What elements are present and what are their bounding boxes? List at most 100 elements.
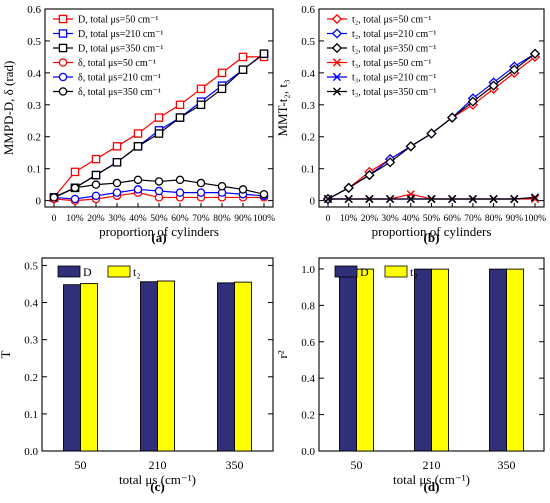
data-point xyxy=(133,175,143,185)
y-tick-label: 0.4 xyxy=(301,373,315,385)
y-tick-label: 0.5 xyxy=(24,260,38,272)
y-tick-label: 0.1 xyxy=(301,164,315,176)
data-point xyxy=(467,96,479,107)
data-point xyxy=(426,128,437,139)
legend-marker xyxy=(332,72,342,82)
y-axis-label: T xyxy=(0,350,13,358)
data-point xyxy=(91,170,101,180)
legend-label: t₃, total μs=350 cm⁻¹ xyxy=(352,87,436,98)
y-tick-label: 0.6 xyxy=(301,4,315,16)
legend-label: t₂ xyxy=(133,265,141,279)
legend-label: D, total μs=210 cm⁻¹ xyxy=(78,29,163,40)
y-tick-label: 0 xyxy=(310,196,316,208)
legend-label: D xyxy=(360,265,369,279)
legend-label: t₂, total μs=210 cm⁻¹ xyxy=(352,29,436,40)
legend-label: D xyxy=(83,265,92,279)
data-point xyxy=(133,129,143,138)
x-axis-label: proportion of cylinders xyxy=(372,224,492,239)
bar xyxy=(431,268,449,452)
x-tick-label: 350 xyxy=(498,458,516,472)
data-point xyxy=(530,193,540,202)
data-point xyxy=(323,194,333,204)
chart-panel-b: 0 0.1 0.2 0.3 0.4 0.5 0.6 0 10% 20% 30% 40% 50% 60% 70… xyxy=(275,4,546,245)
x-tick-label: 350 xyxy=(226,458,244,472)
x-tick-label: 70% xyxy=(192,214,210,224)
bar xyxy=(489,268,507,452)
y-tick-label: 0.2 xyxy=(301,132,315,144)
data-point xyxy=(70,183,80,193)
data-point xyxy=(344,194,353,204)
y-tick-label: 0.4 xyxy=(301,68,315,80)
panel-label: (a) xyxy=(151,230,166,245)
chart-panel-c: 0.0 0.1 0.2 0.3 0.4 0.5 50 210 350 D t₂ total μs (c… xyxy=(0,257,274,494)
legend-swatch xyxy=(334,265,358,278)
x-tick-label: 0 xyxy=(326,214,331,224)
data-point xyxy=(112,188,122,197)
data-point xyxy=(427,194,436,204)
data-point xyxy=(217,84,227,94)
data-point xyxy=(238,185,248,194)
data-point xyxy=(70,194,80,204)
y-tick-label: 0.1 xyxy=(27,164,41,176)
legend-marker xyxy=(331,13,343,25)
legend-marker xyxy=(332,58,342,67)
y-tick-label: 0.3 xyxy=(301,100,315,112)
y-axis-label: r² xyxy=(275,350,290,358)
legend-swatch xyxy=(107,265,131,278)
data-point xyxy=(91,191,101,201)
data-point xyxy=(91,154,101,164)
panel-label: (d) xyxy=(424,479,440,494)
x-tick-label: 100% xyxy=(524,214,546,224)
data-point xyxy=(175,113,185,122)
data-point xyxy=(175,175,185,185)
y-tick-label: 0.0 xyxy=(24,446,38,458)
y-tick-label: 0.5 xyxy=(27,36,41,48)
y-tick-label: 0.8 xyxy=(301,300,315,312)
y-tick-label: 0.3 xyxy=(27,100,41,112)
y-tick-label: 0.4 xyxy=(24,298,38,310)
data-point xyxy=(364,169,375,181)
data-point xyxy=(365,194,374,204)
bar xyxy=(157,280,175,452)
data-point xyxy=(154,186,164,196)
y-tick-label: 0 xyxy=(36,196,42,208)
x-tick-label: 50 xyxy=(75,458,87,472)
data-point xyxy=(112,142,122,151)
bar xyxy=(217,282,235,452)
legend-swatch xyxy=(384,265,408,278)
x-tick-label: 40% xyxy=(402,214,420,224)
data-point xyxy=(448,194,457,204)
y-axis-label: MMPD-D, δ (rad) xyxy=(1,61,16,156)
x-tick-label: 50% xyxy=(423,214,441,224)
x-tick-label: 50% xyxy=(150,214,168,224)
x-tick-label: 30% xyxy=(108,214,126,224)
data-point xyxy=(386,194,395,204)
legend-label: t₂, total μs=50 cm⁻¹ xyxy=(352,15,431,26)
x-axis-label: total μs (cm⁻¹) xyxy=(393,472,470,487)
data-point xyxy=(154,177,164,186)
data-point xyxy=(530,194,540,204)
data-point xyxy=(112,178,122,188)
data-point xyxy=(175,100,185,110)
legend-label: δ, total μs=350 cm⁻¹ xyxy=(78,87,161,98)
x-tick-label: 50 xyxy=(351,458,363,472)
data-point xyxy=(175,188,185,197)
data-point xyxy=(259,189,269,199)
x-tick-label: 30% xyxy=(381,214,399,224)
x-tick-label: 70% xyxy=(464,214,482,224)
x-tick-label: 80% xyxy=(485,214,503,224)
legend-label: t₂, total μs=350 cm⁻¹ xyxy=(352,44,436,55)
bar xyxy=(414,268,432,452)
y-tick-label: 0.3 xyxy=(24,335,38,347)
legend-marker xyxy=(58,87,68,96)
y-tick-label: 0.2 xyxy=(27,132,41,144)
x-tick-label: 40% xyxy=(129,214,147,224)
data-point xyxy=(405,141,416,152)
x-tick-label: 90% xyxy=(234,214,252,224)
legend-label: D, total μs=350 cm⁻¹ xyxy=(78,44,163,55)
x-tick-label: 60% xyxy=(171,214,189,224)
bar xyxy=(140,281,158,452)
x-tick-label: 100% xyxy=(253,214,275,224)
legend-label: t₂ xyxy=(410,265,418,279)
legend-marker xyxy=(332,87,342,96)
